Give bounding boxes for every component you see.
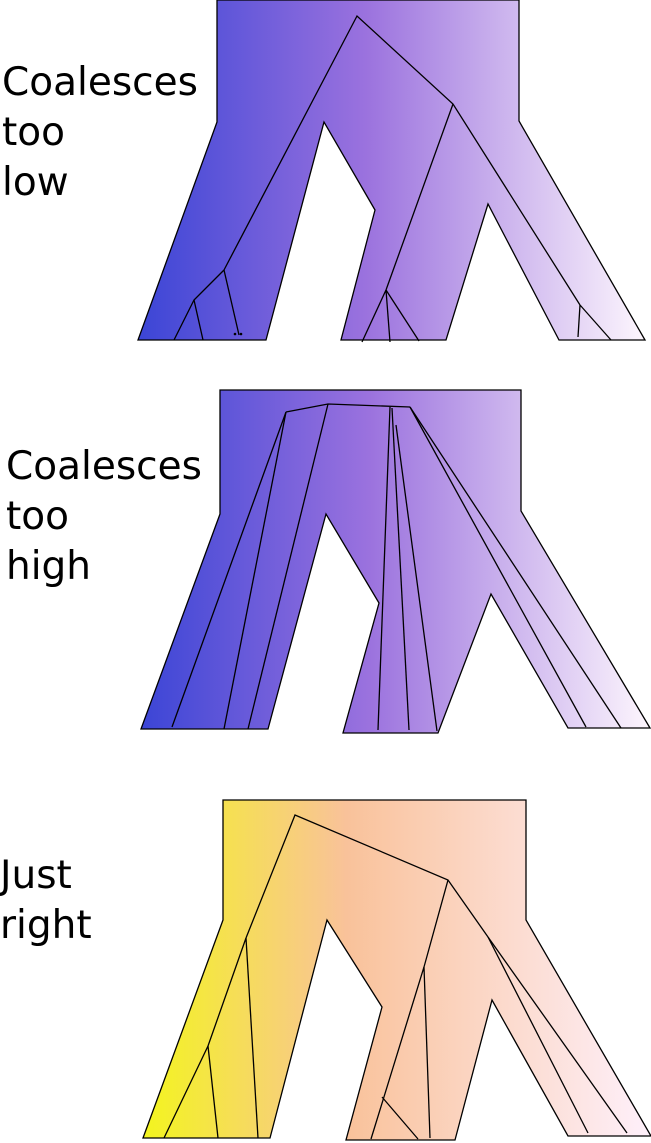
species-tree-outline <box>137 0 647 341</box>
gene-lineage-dot <box>233 332 237 336</box>
panel-label-coalesces-too-low: Coalesces too low <box>2 58 198 208</box>
panel-coalesces-too-low <box>137 0 647 343</box>
label-line: Just <box>0 853 72 898</box>
panel-just-right <box>142 799 651 1141</box>
label-line: low <box>2 160 69 205</box>
label-line: high <box>6 544 92 589</box>
panel-label-just-right: Just right <box>0 851 92 951</box>
panel-label-coalesces-too-high: Coalesces too high <box>6 442 202 592</box>
gene-lineage-dot <box>239 332 243 336</box>
gene-tree-lines <box>173 14 612 343</box>
label-line: too <box>2 110 66 155</box>
gene-tree-lines <box>163 814 628 1140</box>
gene-tree-lines <box>171 403 622 732</box>
label-line: too <box>6 494 70 539</box>
species-tree-outline <box>142 799 651 1141</box>
panel-coalesces-too-high <box>140 389 651 734</box>
label-line: Coalesces <box>2 60 198 105</box>
label-line: Coalesces <box>6 444 202 489</box>
label-line: right <box>0 903 92 948</box>
species-tree-outline <box>140 389 651 734</box>
